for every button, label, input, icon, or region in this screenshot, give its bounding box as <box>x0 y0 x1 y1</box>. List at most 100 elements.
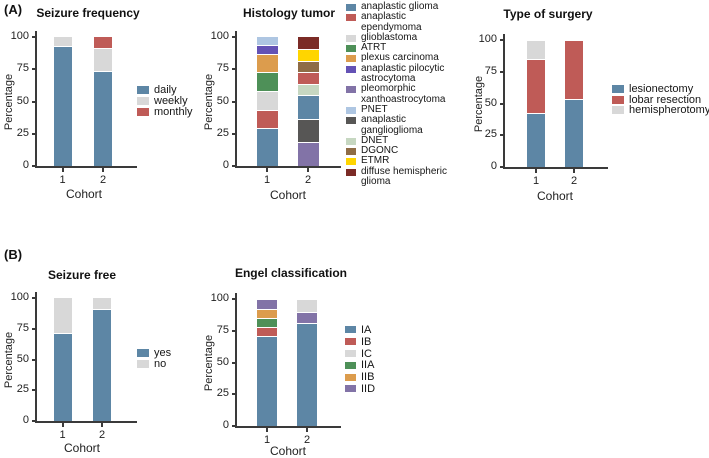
chart-title: Engel classification <box>234 266 348 280</box>
bar-segment <box>256 92 278 111</box>
legend-key-swatch <box>346 168 356 176</box>
legend-key-swatch <box>346 4 356 11</box>
x-axis-line <box>35 421 137 423</box>
x-tick-label: 2 <box>98 429 106 441</box>
x-tick-label: 2 <box>303 434 311 446</box>
bar-segment <box>257 337 277 426</box>
legend-label: anaplastic pilocytic astrocytoma <box>361 62 445 85</box>
legend-key-swatch <box>346 86 356 94</box>
bar-segment <box>256 46 278 56</box>
legend-item: yes <box>137 347 171 359</box>
legend-label: IB <box>361 335 372 348</box>
bar-segment <box>297 61 319 74</box>
bar-segment <box>257 319 277 329</box>
x-axis-line <box>235 426 341 428</box>
legend: anaplastic glioma anaplastic ependymoma gl… <box>346 1 460 187</box>
legend-label: anaplastic glioma <box>361 1 439 12</box>
y-tick-label: 0 <box>22 159 29 171</box>
legend-label: lobar resection <box>629 93 702 106</box>
y-axis-line <box>235 31 237 168</box>
bar-segment <box>257 310 277 320</box>
legend: yes no <box>137 347 171 370</box>
legend-item: no <box>137 358 171 370</box>
y-tick <box>32 132 37 135</box>
legend-key-swatch <box>346 158 356 166</box>
legend-item: IC <box>345 348 375 360</box>
bar-segment <box>297 142 319 166</box>
y-tick-label: 50 <box>216 355 229 368</box>
chart-title: Histology tumor <box>243 6 335 20</box>
y-tick <box>500 134 505 137</box>
legend-label: IIB <box>361 371 375 384</box>
y-tick-label: 25 <box>216 387 229 400</box>
x-tick <box>306 428 308 432</box>
y-axis-line <box>503 34 505 169</box>
legend-label: DGONC <box>361 145 399 157</box>
bar-segment <box>94 48 112 72</box>
bar-segment <box>53 37 72 48</box>
y-tick-label: 100 <box>478 33 497 45</box>
y-tick-label: 75 <box>16 62 29 75</box>
x-tick <box>102 168 104 172</box>
legend-key-swatch <box>345 361 356 369</box>
legend: daily weekly monthly <box>137 84 193 118</box>
legend-label: IIA <box>361 359 375 372</box>
legend-label: pleomorphic xanthoastrocytoma <box>361 83 446 105</box>
x-tick <box>307 168 309 172</box>
bar-segment <box>53 298 72 334</box>
bar-segment <box>297 312 317 325</box>
legend-item: anaplastic ganglioglioma <box>346 115 460 136</box>
legend-label: IID <box>361 382 376 395</box>
x-axis-line <box>235 166 341 168</box>
bar-segment <box>256 110 278 129</box>
y-tick <box>232 36 237 38</box>
y-tick-label: 0 <box>490 160 497 172</box>
y-tick <box>232 393 237 396</box>
bar-segment <box>297 49 319 62</box>
chart-title: Seizure frequency <box>36 6 140 20</box>
y-tick <box>32 327 37 330</box>
legend-item: plexus carcinoma <box>346 53 460 63</box>
y-axis-line <box>35 31 37 168</box>
bar-segment <box>297 324 317 426</box>
x-axis-label: Cohort <box>65 187 103 201</box>
y-tick <box>32 420 37 422</box>
y-tick-label: 75 <box>216 62 229 75</box>
legend-item: glioblastoma <box>346 32 460 43</box>
legend-item: DNET <box>346 135 460 146</box>
y-tick-label: 50 <box>216 94 229 107</box>
bar-segment <box>256 128 278 166</box>
bar-segment <box>297 119 319 143</box>
x-tick <box>535 169 537 173</box>
legend-item: ATRT <box>346 42 460 53</box>
x-tick-label: 1 <box>59 429 66 441</box>
x-axis-label: Cohort <box>63 441 101 455</box>
y-tick-label: 75 <box>216 323 229 336</box>
legend-label: PNET <box>361 103 388 115</box>
y-tick-label: 25 <box>216 126 229 139</box>
x-tick <box>266 428 268 432</box>
legend-label: IC <box>361 347 372 360</box>
y-tick <box>500 70 505 73</box>
legend-item: weekly <box>137 95 193 107</box>
legend-key-swatch <box>346 45 356 53</box>
y-tick <box>32 36 37 38</box>
legend-item: PNET <box>346 103 460 115</box>
x-tick <box>61 423 64 427</box>
legend-key-swatch <box>346 55 356 63</box>
legend-item: IIB <box>345 371 375 383</box>
y-tick <box>32 358 37 361</box>
bar-segment <box>527 113 545 167</box>
legend-key-swatch <box>612 106 624 115</box>
y-tick <box>32 297 37 299</box>
bar-segment <box>94 71 112 166</box>
legend-key-swatch <box>137 348 149 357</box>
legend-label: hemispherotomy <box>629 104 709 117</box>
y-tick-label: 25 <box>16 126 29 139</box>
bar-segment <box>297 37 319 50</box>
legend-label: plexus carcinoma <box>361 52 439 64</box>
